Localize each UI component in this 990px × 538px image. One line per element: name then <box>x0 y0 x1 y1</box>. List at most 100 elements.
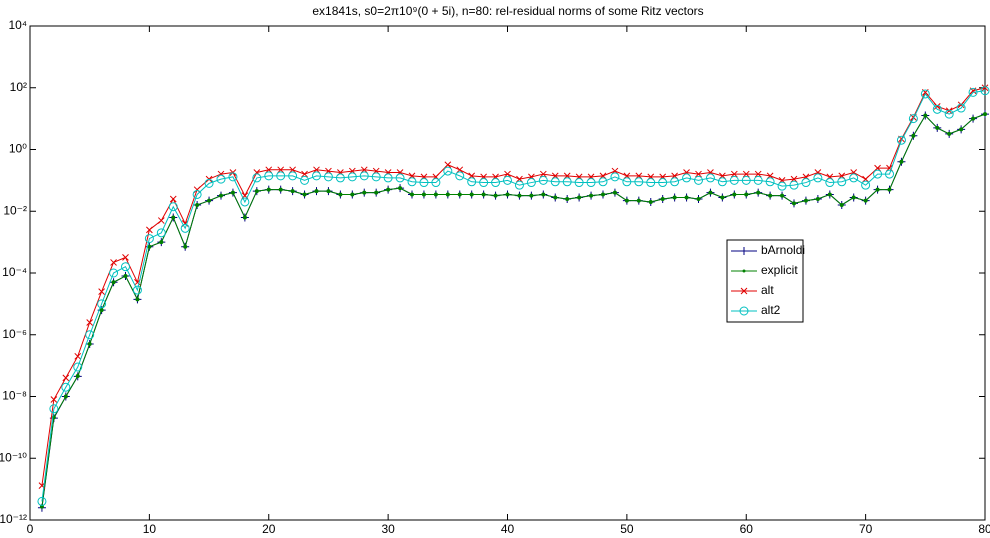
marker <box>708 190 713 195</box>
y-tick-label: 10⁻⁶ <box>2 327 27 341</box>
marker <box>756 190 761 195</box>
marker <box>790 175 798 183</box>
marker <box>228 172 238 182</box>
marker <box>646 178 656 188</box>
legend-marker <box>740 247 748 255</box>
marker <box>87 342 92 347</box>
marker <box>732 192 737 197</box>
marker <box>503 175 512 185</box>
marker <box>658 178 668 188</box>
marker <box>264 171 274 181</box>
marker <box>74 352 82 360</box>
marker <box>144 234 154 244</box>
x-tick-label: 0 <box>27 522 34 536</box>
marker <box>896 135 906 145</box>
marker <box>741 175 751 185</box>
marker <box>980 86 990 96</box>
marker <box>50 396 58 403</box>
marker <box>493 193 498 198</box>
marker <box>574 178 584 188</box>
marker <box>456 166 464 174</box>
marker <box>920 89 930 99</box>
marker <box>672 195 677 200</box>
marker <box>947 131 952 136</box>
marker <box>62 374 70 382</box>
marker <box>99 308 104 313</box>
marker <box>887 187 892 192</box>
marker <box>792 201 796 206</box>
marker <box>168 202 178 212</box>
marker <box>899 159 904 164</box>
marker <box>159 240 164 245</box>
marker <box>598 177 608 187</box>
marker <box>516 175 523 183</box>
y-tick-label: 10⁻⁸ <box>2 389 27 403</box>
marker <box>491 178 501 188</box>
marker <box>648 199 653 204</box>
marker <box>147 244 152 249</box>
marker <box>146 226 153 234</box>
marker <box>421 192 426 197</box>
marker <box>157 217 165 224</box>
marker <box>720 195 725 200</box>
marker <box>694 175 703 185</box>
y-tick-label: 10² <box>10 80 27 94</box>
marker <box>908 114 918 124</box>
marker <box>180 223 190 233</box>
marker <box>314 189 319 194</box>
marker <box>467 177 477 187</box>
marker <box>504 170 511 178</box>
marker <box>123 273 128 278</box>
marker <box>207 198 212 203</box>
marker <box>538 175 548 185</box>
marker <box>217 170 225 178</box>
legend-marker <box>742 269 746 273</box>
marker <box>959 127 964 132</box>
y-tick-label: 10⁰ <box>9 142 27 156</box>
marker <box>670 177 680 187</box>
marker <box>754 170 762 178</box>
marker <box>395 173 405 183</box>
marker <box>885 169 894 179</box>
marker <box>216 174 226 184</box>
marker <box>204 178 214 188</box>
marker <box>156 228 166 238</box>
x-tick-label: 60 <box>740 522 754 536</box>
marker <box>861 180 871 190</box>
legend-marker <box>739 306 749 316</box>
marker <box>276 171 286 181</box>
marker <box>514 180 524 190</box>
x-tick-label: 50 <box>620 522 634 536</box>
marker <box>192 189 202 199</box>
marker <box>265 166 273 174</box>
marker <box>443 166 453 176</box>
marker <box>983 112 987 117</box>
marker <box>529 193 534 198</box>
marker <box>242 215 247 220</box>
marker <box>610 172 620 182</box>
marker <box>789 180 799 190</box>
marker <box>300 175 310 185</box>
marker <box>302 192 307 197</box>
marker <box>660 196 665 201</box>
marker <box>622 177 632 187</box>
plot-area <box>29 25 986 521</box>
marker <box>338 192 343 197</box>
marker <box>219 193 223 198</box>
marker <box>301 170 308 178</box>
marker <box>63 394 68 399</box>
marker <box>827 192 832 197</box>
marker <box>968 87 978 97</box>
series-line <box>41 113 986 507</box>
marker <box>195 202 200 207</box>
marker <box>517 193 522 198</box>
marker <box>553 195 558 200</box>
marker <box>374 190 379 195</box>
legend-box <box>726 239 804 323</box>
marker <box>780 193 785 198</box>
marker <box>193 186 201 194</box>
marker <box>86 319 94 326</box>
marker <box>956 103 966 113</box>
marker <box>455 171 465 181</box>
